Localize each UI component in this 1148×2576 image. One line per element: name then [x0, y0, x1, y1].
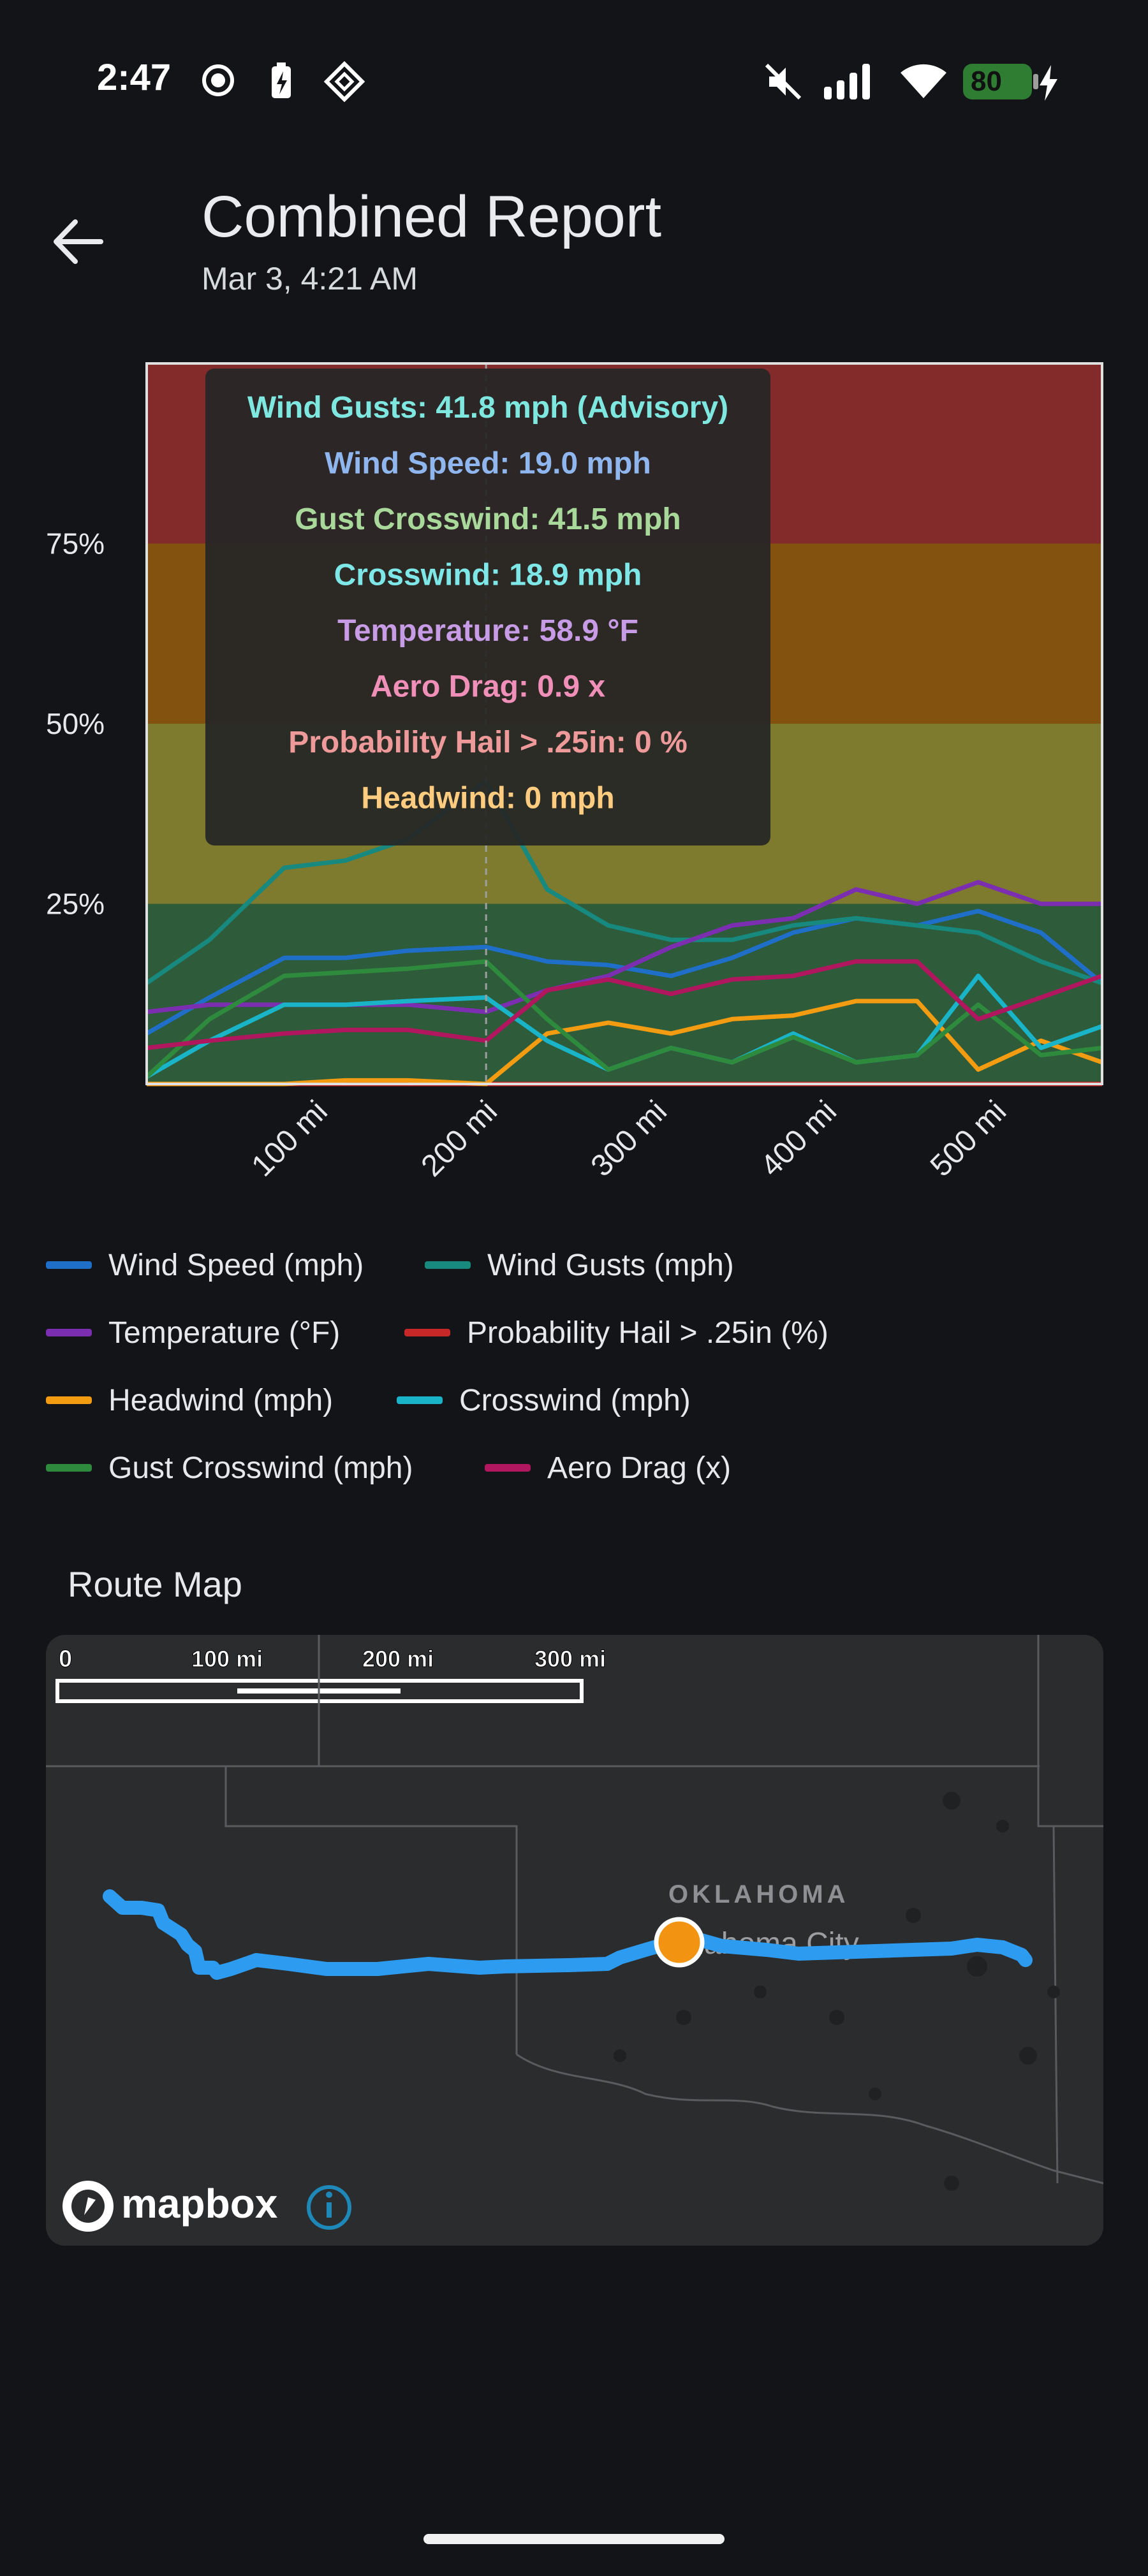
- page-subtitle: Mar 3, 4:21 AM: [202, 261, 418, 296]
- series-line-7: [146, 959, 1103, 1050]
- legend-swatch: [46, 1261, 92, 1269]
- tooltip-line: Wind Gusts: 41.8 mph (Advisory): [247, 391, 728, 425]
- tooltip-line: Crosswind: 18.9 mph: [334, 559, 642, 592]
- tooltip-line: Wind Speed: 19.0 mph: [325, 447, 651, 481]
- legend-item[interactable]: Wind Speed (mph): [46, 1246, 364, 1284]
- series-line-6: [145, 959, 1103, 1079]
- attribution-info-icon[interactable]: [307, 2185, 351, 2230]
- record-icon: [202, 64, 234, 96]
- legend-label: Wind Gusts (mph): [487, 1248, 734, 1282]
- battery-level: 80: [971, 66, 1002, 97]
- series-line-1: [145, 779, 1103, 986]
- route-map[interactable]: 0 100 mi 200 mi 300 mi OKLAHOMA Oklahoma…: [46, 1635, 1103, 2246]
- legend-swatch: [485, 1464, 531, 1472]
- combined-chart[interactable]: 25% 50% 75% 100 mi 200 mi 300 mi 400 mi 500 mi…: [0, 344, 1148, 1199]
- battery-indicator: 80: [963, 64, 1038, 99]
- current-position-marker[interactable]: [654, 1917, 705, 1968]
- back-button[interactable]: [50, 213, 107, 270]
- tooltip-line: Gust Crosswind: 41.5 mph: [295, 502, 681, 536]
- scale-label-300: 300 mi: [534, 1646, 606, 1672]
- y-tick-label: 50%: [46, 707, 105, 740]
- x-tick-label: 100 mi: [245, 1094, 334, 1183]
- legend-label: Gust Crosswind (mph): [108, 1451, 413, 1485]
- legend-swatch: [404, 1329, 450, 1336]
- legend-item[interactable]: Headwind (mph): [46, 1381, 333, 1419]
- legend-item[interactable]: Gust Crosswind (mph): [46, 1449, 413, 1487]
- legend-item[interactable]: Aero Drag (x): [485, 1449, 731, 1487]
- tooltip-background: [205, 369, 770, 845]
- wifi-icon: [901, 64, 946, 98]
- tooltip-line: Probability Hail > .25in: 0 %: [288, 726, 688, 759]
- mapbox-wordmark: mapbox: [121, 2181, 278, 2227]
- legend-swatch: [46, 1329, 92, 1336]
- legend-swatch: [46, 1396, 92, 1404]
- series-line-4: [147, 999, 1103, 1087]
- legend-label: Crosswind (mph): [459, 1383, 691, 1417]
- mapbox-logo[interactable]: mapbox: [63, 2181, 278, 2232]
- x-tick-label: 400 mi: [754, 1094, 843, 1183]
- legend-item[interactable]: Wind Gusts (mph): [425, 1246, 734, 1284]
- threshold-band-0: [147, 904, 1102, 1084]
- legend-label: Wind Speed (mph): [108, 1248, 364, 1282]
- scale-label-100: 100 mi: [191, 1646, 263, 1672]
- scale-label-0: 0: [59, 1646, 72, 1672]
- series-line-0: [145, 909, 1104, 1036]
- y-tick-label: 25%: [46, 888, 105, 921]
- legend-item[interactable]: Crosswind (mph): [397, 1381, 691, 1419]
- x-tick-label: 200 mi: [415, 1094, 504, 1183]
- map-title: Route Map: [68, 1564, 242, 1604]
- legend-label: Temperature (°F): [108, 1315, 341, 1350]
- terrain-texture: [614, 1792, 1060, 2191]
- legend-swatch: [397, 1396, 443, 1404]
- battery-saver-icon: [272, 62, 291, 98]
- scale-bar: 0 100 mi 200 mi 300 mi: [55, 1646, 607, 1703]
- charging-icon: [1040, 65, 1057, 101]
- signal-icon: [824, 64, 870, 99]
- home-indicator[interactable]: [423, 2534, 725, 2544]
- tooltip-line: Headwind: 0 mph: [361, 782, 614, 816]
- plot-border: [145, 362, 1103, 1085]
- legend-label: Probability Hail > .25in (%): [467, 1315, 828, 1350]
- legend-swatch: [425, 1261, 471, 1269]
- legend-item[interactable]: Probability Hail > .25in (%): [404, 1314, 828, 1352]
- state-borders: [46, 1635, 1103, 2184]
- scale-label-200: 200 mi: [362, 1646, 434, 1672]
- x-tick-label: 500 mi: [924, 1094, 1013, 1183]
- x-tick-label: 300 mi: [585, 1094, 673, 1183]
- vpn-icon: [324, 61, 365, 102]
- chart-tooltip: Wind Gusts: 41.8 mph (Advisory) Wind Spee…: [205, 369, 770, 845]
- legend-item[interactable]: Temperature (°F): [46, 1314, 340, 1352]
- y-tick-label: 75%: [46, 527, 105, 560]
- legend-label: Headwind (mph): [108, 1383, 334, 1417]
- legend-label: Aero Drag (x): [547, 1451, 732, 1485]
- page-title: Combined Report: [202, 184, 662, 249]
- status-time: 2:47: [97, 57, 172, 98]
- route-line: [103, 1889, 1033, 1980]
- tooltip-line: Aero Drag: 0.9 x: [371, 670, 605, 704]
- map-state-label: OKLAHOMA: [668, 1880, 850, 1908]
- tooltip-line: Temperature: 58.9 °F: [337, 614, 638, 648]
- legend-swatch: [46, 1464, 92, 1472]
- mute-icon: [765, 63, 802, 100]
